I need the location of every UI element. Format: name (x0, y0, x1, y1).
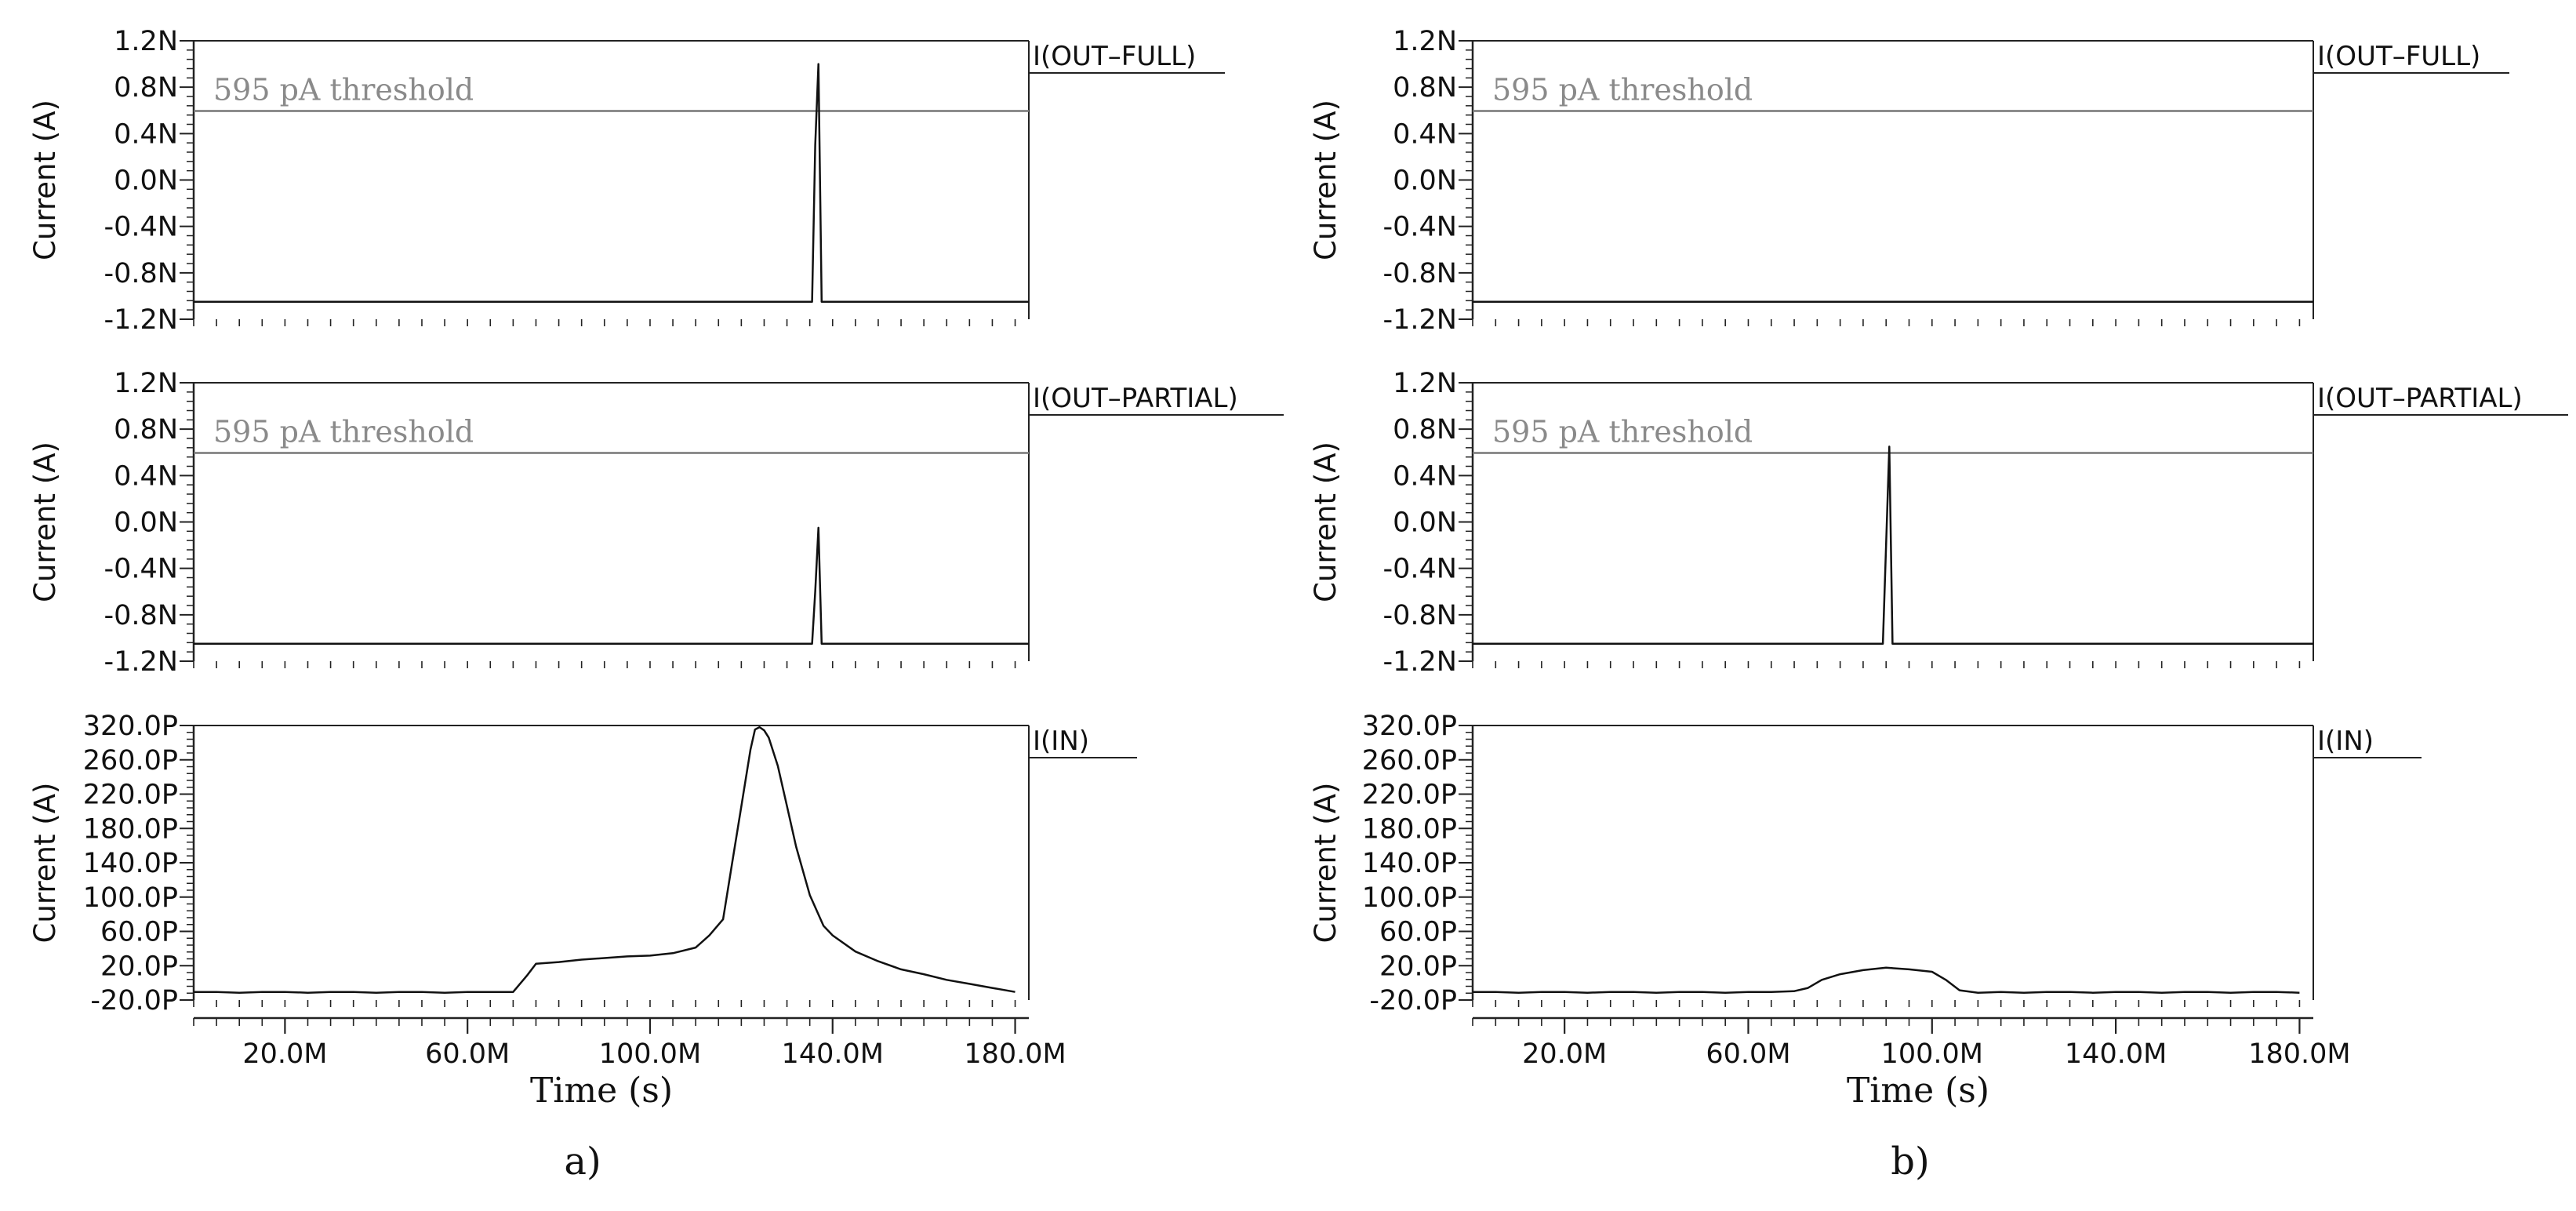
panel-a: a) Time (s) 1.2N 0.8N 0.4N 0.0N -0.4N -0.8N -1… (28, 26, 1284, 1184)
x-tick-label: 100.0M (599, 1038, 701, 1070)
plot-out-partial-b: 1.2N 0.8N 0.4N 0.0N -0.4N -0.8N -1.2N Current (… (1309, 368, 2568, 678)
plot-out-partial-a: 1.2N 0.8N 0.4N 0.0N -0.4N -0.8N -1.2N Current (… (28, 368, 1284, 678)
y-tick-label: 1.2N (114, 26, 178, 57)
panel-label-a: a) (564, 1140, 601, 1184)
panel-label-b: b) (1891, 1140, 1929, 1184)
y-tick-label: -0.8N (104, 600, 178, 631)
x-tick-label: 180.0M (964, 1038, 1066, 1070)
threshold-label-out-partial-a: 595 pA threshold (213, 414, 474, 449)
plot-out-full-a: 1.2N 0.8N 0.4N 0.0N -0.4N -0.8N -1.2N Current (… (28, 26, 1225, 336)
y-tick-label: -20.0P (90, 985, 178, 1016)
y-tick-label: 320.0P (1362, 711, 1457, 742)
y-tick-label: 100.0P (1362, 882, 1457, 914)
y-tick-label: -1.2N (104, 304, 178, 336)
y-tick-label: -0.4N (104, 554, 178, 585)
y-tick-label: 140.0P (83, 848, 178, 879)
y-tick-label: -1.2N (104, 646, 178, 678)
y-tick-label: 20.0P (1379, 951, 1457, 982)
x-tick-label: 100.0M (1881, 1038, 1983, 1070)
y-tick-label: 0.0N (1393, 165, 1457, 197)
y-tick-label: 1.2N (1393, 26, 1457, 57)
y-tick-label: -0.8N (1383, 258, 1457, 289)
series-line-in-b (1473, 966, 2300, 994)
y-tick-label: 0.8N (1393, 414, 1457, 445)
y-tick-label: 0.0N (114, 165, 178, 197)
series-line-out-full-a (194, 63, 1029, 304)
y-tick-label: 180.0P (83, 813, 178, 845)
trace-label-out-full-b: I(OUT–FULL) (2317, 41, 2480, 72)
y-axis-label-out-partial-b: Current (A) (1309, 442, 1342, 602)
trace-label-out-partial-a: I(OUT–PARTIAL) (1033, 383, 1238, 414)
y-tick-label: -0.8N (1383, 600, 1457, 631)
y-axis-label-out-partial-a: Current (A) (28, 442, 62, 602)
x-tick-label: 140.0M (782, 1038, 884, 1070)
y-tick-label: 0.4N (1393, 118, 1457, 150)
y-tick-label: 0.0N (1393, 507, 1457, 539)
x-tick-label: 60.0M (425, 1038, 510, 1070)
x-tick-label: 140.0M (2065, 1038, 2167, 1070)
y-tick-label: 0.4N (114, 460, 178, 492)
y-tick-label: 60.0P (100, 917, 178, 948)
y-tick-label: 1.2N (1393, 368, 1457, 399)
y-axis-label-in-a: Current (A) (28, 783, 62, 944)
y-tick-label: 100.0P (83, 882, 178, 914)
y-tick-label: 0.4N (114, 118, 178, 150)
y-tick-label: 0.8N (114, 414, 178, 445)
trace-label-in-b: I(IN) (2317, 726, 2374, 757)
x-tick-label: 20.0M (242, 1038, 327, 1070)
series-line-out-partial-a (194, 526, 1029, 646)
y-tick-label: 0.8N (1393, 72, 1457, 104)
x-tick-label: 20.0M (1522, 1038, 1607, 1070)
series-line-out-partial-b (1473, 445, 2313, 646)
y-tick-label: 320.0P (83, 711, 178, 742)
trace-label-in-a: I(IN) (1033, 726, 1089, 757)
threshold-label-out-full-b: 595 pA threshold (1492, 72, 1753, 107)
x-axis-label-a: Time (s) (530, 1071, 673, 1111)
y-tick-label: -1.2N (1383, 646, 1457, 678)
x-tick-label: 180.0M (2248, 1038, 2350, 1070)
y-tick-label: 20.0P (100, 951, 178, 982)
y-tick-label: -0.8N (104, 258, 178, 289)
y-tick-label: 1.2N (114, 368, 178, 399)
y-tick-label: 0.0N (114, 507, 178, 539)
y-tick-label: -20.0P (1369, 985, 1457, 1016)
y-tick-label: 260.0P (1362, 745, 1457, 776)
trace-label-out-full-a: I(OUT–FULL) (1033, 41, 1196, 72)
y-tick-label: -0.4N (1383, 212, 1457, 243)
plot-out-full-b: 1.2N 0.8N 0.4N 0.0N -0.4N -0.8N -1.2N Current (… (1309, 26, 2509, 336)
y-tick-label: 0.4N (1393, 460, 1457, 492)
x-tick-label: 60.0M (1706, 1038, 1790, 1070)
y-tick-label: -1.2N (1383, 304, 1457, 336)
y-axis-label-out-full-a: Current (A) (28, 100, 62, 260)
threshold-label-out-full-a: 595 pA threshold (213, 72, 474, 107)
y-tick-label: 140.0P (1362, 848, 1457, 879)
panel-b: b) Time (s) 1.2N 0.8N 0.4N 0.0N -0.4N -0.8N -1… (1309, 26, 2568, 1184)
y-tick-label: 260.0P (83, 745, 178, 776)
trace-label-out-partial-b: I(OUT–PARTIAL) (2317, 383, 2523, 414)
threshold-label-out-partial-b: 595 pA threshold (1492, 414, 1753, 449)
y-tick-label: -0.4N (104, 212, 178, 243)
x-axis-label-b: Time (s) (1847, 1071, 1989, 1111)
y-axis-label-out-full-b: Current (A) (1309, 100, 1342, 260)
y-tick-label: 220.0P (83, 780, 178, 811)
y-tick-label: 180.0P (1362, 813, 1457, 845)
y-tick-label: 220.0P (1362, 780, 1457, 811)
y-tick-label: 0.8N (114, 72, 178, 104)
y-tick-label: 60.0P (1379, 917, 1457, 948)
y-axis-label-in-b: Current (A) (1309, 783, 1342, 944)
y-tick-label: -0.4N (1383, 554, 1457, 585)
series-line-in-a (194, 726, 1016, 994)
